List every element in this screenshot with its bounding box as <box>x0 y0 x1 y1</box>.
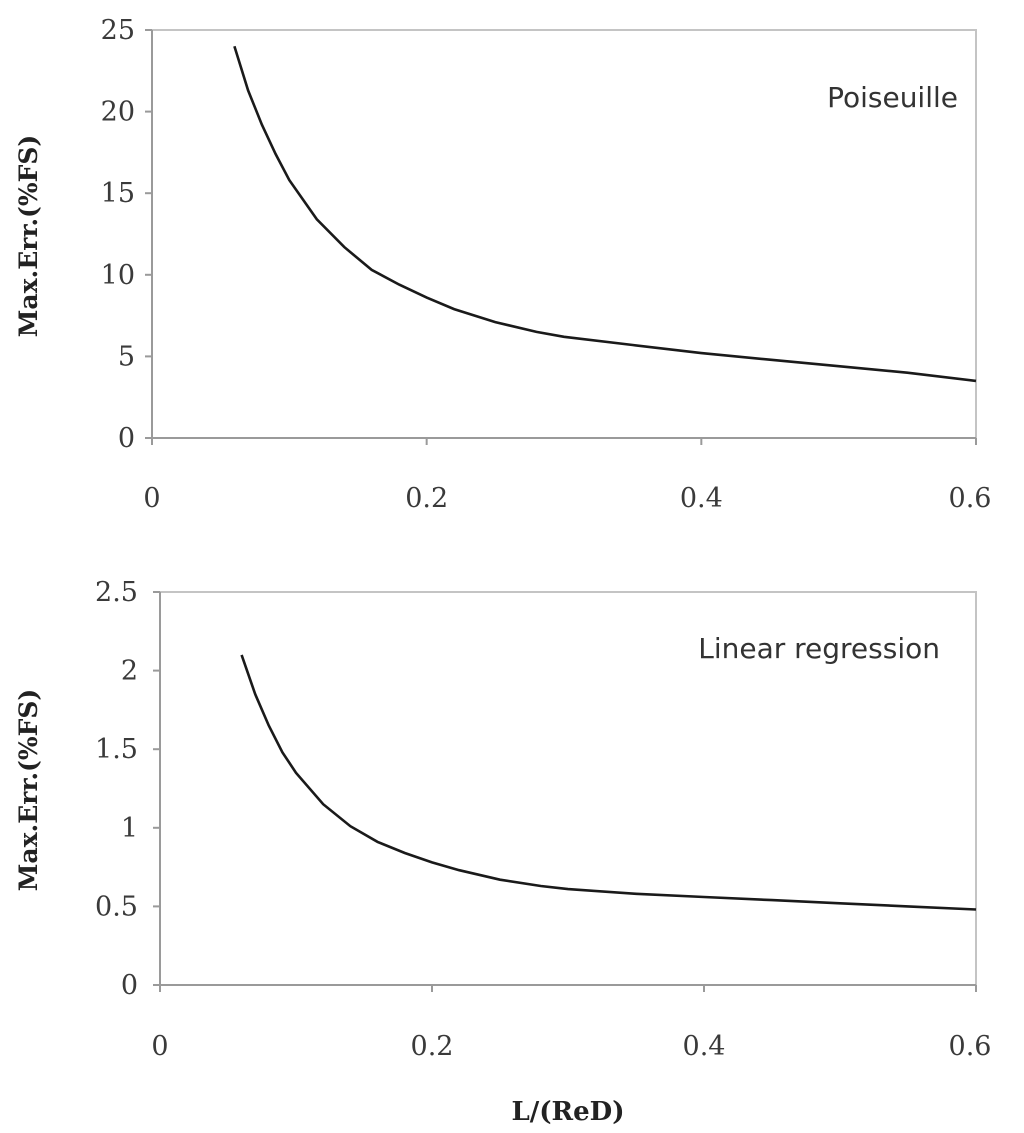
y-axis-label: Max.Err.(%FS) <box>14 135 43 338</box>
x-tick-label: 0.6 <box>949 483 992 514</box>
x-tick-label: 0.4 <box>683 1031 726 1062</box>
y-tick-label: 20 <box>101 97 135 128</box>
chart-panel-poiseuille: Poiseuille Max.Err.(%FS) 0 5 10 15 20 25 0 0.2… <box>14 15 991 514</box>
y-tick-label: 1 <box>121 813 138 844</box>
x-axis-label: L/(ReD) <box>511 1097 624 1127</box>
y-tick-label: 2.5 <box>95 577 138 608</box>
series-annotation: Poiseuille <box>827 81 958 114</box>
y-tick-label: 2 <box>121 656 138 687</box>
y-tick-label: 10 <box>101 260 135 291</box>
x-tick-label: 0.4 <box>680 483 723 514</box>
chart-panel-linear-regression: Linear regression Max.Err.(%FS) 0 0.5 1 1.5… <box>14 577 991 1127</box>
y-tick-label: 0 <box>118 423 135 454</box>
y-ticks: 0 5 10 15 20 25 <box>101 15 152 454</box>
y-tick-label: 15 <box>101 178 135 209</box>
x-tick-label: 0.2 <box>411 1031 454 1062</box>
x-ticks: 0 0.2 0.4 0.6 <box>151 985 991 1062</box>
y-tick-label: 0 <box>121 970 138 1001</box>
y-tick-label: 0.5 <box>95 891 138 922</box>
x-tick-label: 0.6 <box>949 1031 992 1062</box>
x-tick-label: 0 <box>143 483 160 514</box>
y-tick-label: 25 <box>101 15 135 46</box>
y-tick-label: 1.5 <box>95 734 138 765</box>
y-ticks: 0 0.5 1 1.5 2 2.5 <box>95 577 160 1001</box>
x-ticks: 0 0.2 0.4 0.6 <box>143 438 991 514</box>
x-tick-label: 0.2 <box>405 483 448 514</box>
data-line <box>240 654 977 911</box>
x-tick-label: 0 <box>151 1031 168 1062</box>
y-axis-label: Max.Err.(%FS) <box>14 689 43 892</box>
series-annotation: Linear regression <box>698 632 940 665</box>
data-line <box>233 45 977 383</box>
y-tick-label: 5 <box>118 341 135 372</box>
